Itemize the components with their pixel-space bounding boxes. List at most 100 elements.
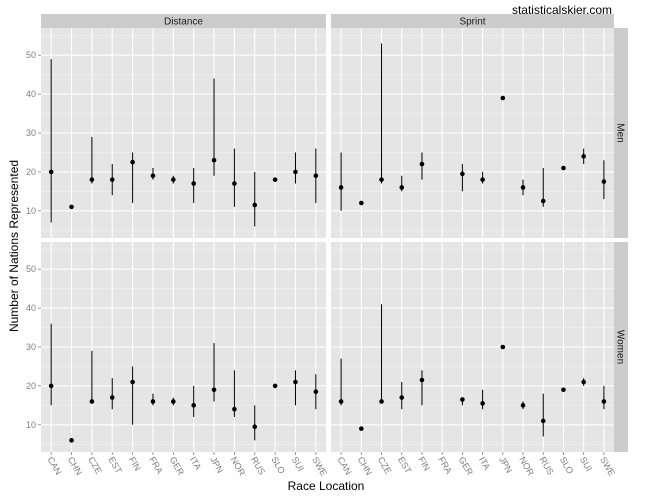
x-tick-label-jpn: JPN [208, 455, 225, 475]
y-tick-label: 30 [26, 128, 36, 138]
x-tick-label-fin: FIN [127, 455, 143, 473]
x-tick-label-rus: RUS [249, 455, 267, 476]
point-jpn [500, 95, 506, 101]
y-tick-label: 50 [26, 50, 36, 60]
point-slo [561, 387, 566, 393]
x-tick-label-nor: NOR [229, 455, 248, 478]
point-jpn [211, 387, 217, 393]
point-chn [359, 200, 364, 206]
point-nor [520, 185, 526, 190]
y-axis-title: Number of Nations Represented [7, 160, 21, 332]
point-ger [171, 177, 176, 182]
point-est [399, 185, 405, 190]
x-tick-label-chn: CHN [66, 455, 84, 477]
point-fra [150, 173, 156, 179]
x-tick-label-swe: SWE [598, 455, 617, 478]
y-tick-label: 10 [26, 420, 36, 430]
x-tick-label-swe: SWE [310, 455, 329, 478]
y-tick-label: 20 [26, 381, 36, 391]
point-swe [313, 173, 319, 179]
point-est [399, 395, 405, 400]
point-swe [601, 179, 607, 184]
point-ita [191, 181, 196, 186]
point-can [48, 169, 54, 175]
point-cze [89, 177, 95, 182]
point-jpn [500, 344, 506, 350]
facet-strip-women [614, 242, 628, 452]
x-tick-label-fin: FIN [416, 455, 432, 473]
point-rus [252, 202, 258, 208]
point-rus [540, 198, 546, 204]
point-swe [601, 399, 607, 404]
point-ger [460, 397, 465, 402]
x-tick-label-est: EST [396, 455, 414, 476]
point-nor [520, 403, 526, 408]
point-rus [540, 418, 546, 424]
facet-strip-distance [41, 14, 326, 28]
x-tick-label-rus: RUS [538, 455, 556, 476]
panel-distance-women [41, 242, 326, 452]
x-tick-label-sui: SUI [578, 455, 594, 473]
point-fin [130, 379, 135, 385]
point-slo [272, 383, 278, 389]
point-cze [379, 399, 384, 404]
point-chn [69, 438, 74, 443]
point-cze [379, 177, 384, 182]
x-tick-label-ger: GER [457, 455, 476, 477]
x-tick-label-sui: SUI [290, 455, 306, 473]
point-est [109, 177, 115, 182]
x-tick-label-jpn: JPN [497, 455, 514, 475]
facet-strip-label: Women [615, 330, 626, 364]
x-tick-label-ita: ITA [477, 455, 492, 472]
point-fin [419, 161, 425, 167]
point-sui [293, 169, 298, 175]
point-ita [480, 401, 485, 406]
point-fra [150, 399, 156, 404]
point-swe [313, 389, 319, 395]
y-tick-label: 30 [26, 342, 36, 352]
x-tick-label-fra: FRA [436, 455, 454, 476]
point-can [48, 383, 54, 389]
y-tick-label: 40 [26, 89, 36, 99]
y-tick-label: 10 [26, 206, 36, 216]
x-axis-title: Race Location [288, 479, 365, 493]
point-nor [232, 406, 237, 412]
x-tick-label-nor: NOR [517, 455, 536, 478]
y-tick-label: 20 [26, 167, 36, 177]
y-tick-label: 50 [26, 264, 36, 274]
point-ita [191, 403, 196, 408]
point-ita [480, 177, 485, 182]
watermark-text: statisticalskier.com [512, 3, 612, 17]
facet-strip-label: Sprint [459, 17, 485, 28]
point-ger [171, 399, 176, 404]
panel-distance-men [41, 28, 326, 238]
point-jpn [211, 157, 217, 163]
x-tick-label-cze: CZE [86, 455, 104, 476]
facet-strip-label: Men [615, 123, 626, 142]
facet-strip-label: Distance [164, 17, 203, 28]
point-cze [89, 399, 95, 404]
x-tick-label-fra: FRA [147, 455, 165, 476]
panel-sprint-women [331, 242, 614, 452]
point-nor [232, 181, 237, 186]
facet-strip-sprint [331, 14, 614, 28]
point-sui [293, 379, 298, 385]
point-can [338, 185, 344, 190]
point-chn [69, 204, 74, 210]
point-est [109, 395, 115, 400]
x-tick-label-ita: ITA [188, 455, 203, 472]
point-can [338, 399, 344, 404]
point-fin [130, 159, 135, 165]
panel-sprint-men [331, 28, 614, 238]
y-tick-label: 40 [26, 303, 36, 313]
x-tick-label-can: CAN [45, 455, 63, 476]
x-tick-label-slo: SLO [558, 455, 576, 476]
x-tick-label-slo: SLO [269, 455, 287, 476]
point-fin [419, 377, 425, 383]
point-slo [561, 165, 566, 171]
x-tick-label-est: EST [107, 455, 125, 476]
x-tick-label-ger: GER [168, 455, 187, 477]
point-ger [460, 171, 465, 177]
x-tick-label-can: CAN [335, 455, 353, 476]
panels-layer: Distance Sprint Men Women 10 20 30 40 50 10 20 30 40… [26, 14, 628, 478]
